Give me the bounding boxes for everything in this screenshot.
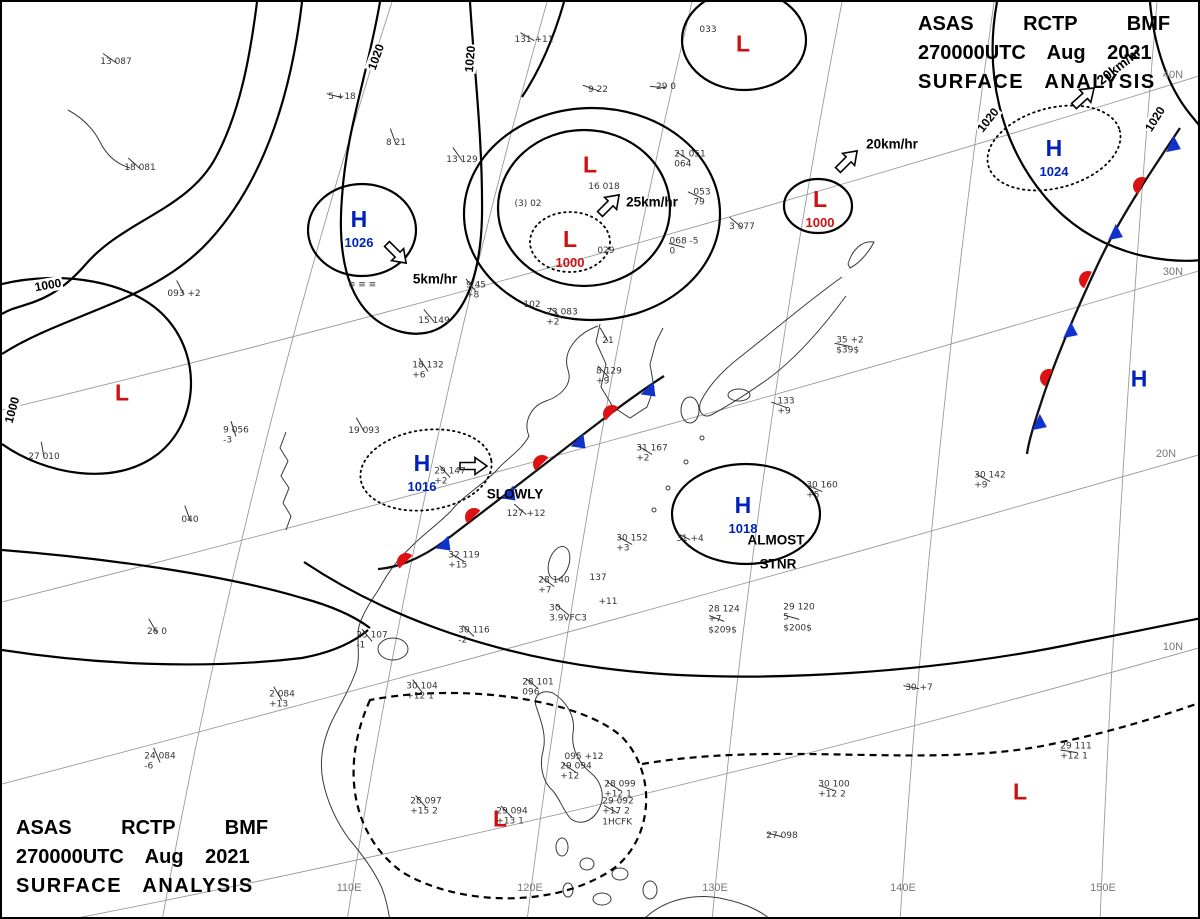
coast-shikoku [727, 388, 751, 402]
cold-front-triangle [1166, 135, 1181, 153]
coast-hainan [377, 637, 409, 661]
warm-front-semicircle [397, 553, 413, 569]
coast-kyushu [680, 396, 700, 424]
warm-front-semicircle [1079, 271, 1092, 289]
cold-front-triangle [570, 433, 586, 449]
stationary-front-central [377, 375, 665, 571]
chart-id-line2: 270000UTC Aug 2021 [918, 42, 1152, 64]
river-squiggle [67, 109, 131, 169]
movement-arrow [459, 455, 489, 477]
cold-front-triangle [435, 535, 451, 551]
cold-front-triangle [500, 485, 516, 501]
chart-id-line3: SURFACE ANALYSIS [918, 71, 1156, 93]
river-squiggle [279, 431, 292, 531]
isobars [2, 2, 1198, 900]
chart-id-top-right: ASAS RCTP BMF 270000UTC Aug 2021 SURFACE… [918, 10, 1190, 97]
cold-front-triangle [1032, 413, 1047, 431]
warm-front-semicircle [1040, 369, 1053, 387]
chart-id-line1: ASAS RCTP BMF [16, 817, 269, 839]
cold-front-triangle [640, 381, 656, 397]
stationary-front-east [1025, 127, 1181, 455]
coast-taiwan [547, 546, 571, 580]
movement-arrow [596, 193, 621, 218]
chart-id-line2: 270000UTC Aug 2021 [16, 846, 250, 868]
chart-id-bottom-left: ASAS RCTP BMF 270000UTC Aug 2021 SURFACE… [16, 814, 284, 901]
coast-borneo [645, 896, 769, 917]
warm-front-semicircle [603, 405, 619, 421]
warm-front-semicircle [533, 455, 549, 471]
fronts [377, 127, 1181, 571]
coast-china-vietnam [320, 325, 599, 917]
chart-id-line1: ASAS RCTP BMF [918, 13, 1171, 35]
coast-hokkaido [847, 241, 875, 269]
chart-id-line3: SURFACE ANALYSIS [16, 875, 254, 897]
coast-honshu [699, 276, 847, 417]
movement-arrow [1070, 87, 1096, 110]
warm-front-semicircle [465, 508, 481, 524]
cold-front-triangle [1108, 223, 1123, 241]
movement-arrow [834, 149, 859, 174]
warm-front-semicircle [1133, 177, 1146, 195]
cold-front-triangle [1063, 321, 1078, 339]
coast-korea [595, 323, 664, 419]
coast-luzon [534, 691, 603, 823]
movement-arrow [383, 240, 408, 265]
coastlines [67, 109, 875, 917]
